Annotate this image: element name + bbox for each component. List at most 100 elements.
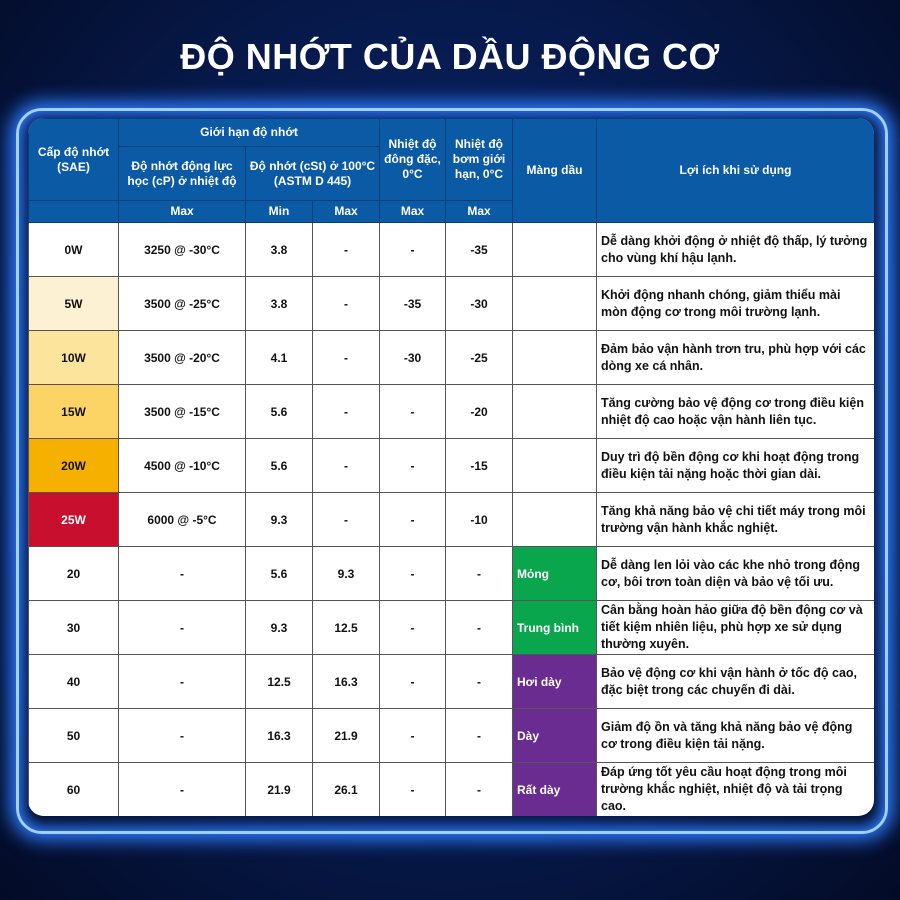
cell-pump: -	[445, 654, 513, 709]
cell-benefit: Cân bằng hoàn hảo giữa độ bền động cơ và…	[596, 600, 874, 655]
cell-film: Mỏng	[512, 546, 597, 601]
cell-max: -	[312, 384, 380, 439]
table-row: 50-16.3 21.9- - Dày Giảm độ ồn và tăng khả n…	[28, 708, 874, 763]
cell-dyn: -	[118, 600, 246, 655]
cell-film	[512, 330, 597, 385]
cell-grade: 5W	[28, 276, 119, 331]
cell-pour: -	[379, 438, 446, 493]
cell-max: -	[312, 330, 380, 385]
cell-pour: -	[379, 600, 446, 655]
cell-dyn: 3500 @ -25°C	[118, 276, 246, 331]
table-row: 60-21.9 26.1- - Rất dày Đáp ứng tốt yêu cầu …	[28, 762, 874, 816]
header-kinematic: Độ nhớt (cSt) ở 100°C (ASTM D 445)	[245, 146, 380, 201]
cell-pour: -30	[379, 330, 446, 385]
header-sub: Max	[445, 200, 513, 223]
table-row: 10W 3500 @ -20°C 4.1- -30 -25 Đảm bảo vận hàn…	[28, 330, 874, 385]
cell-max: 16.3	[312, 654, 380, 709]
cell-pump: -	[445, 600, 513, 655]
cell-max: 9.3	[312, 546, 380, 601]
header-pour-point: Nhiệt độ đông đặc, 0°C	[379, 118, 446, 201]
header-dynamic: Độ nhớt động lực học (cP) ở nhiệt độ	[118, 146, 246, 201]
cell-grade: 40	[28, 654, 119, 709]
cell-min: 5.6	[245, 384, 313, 439]
viscosity-table-panel: Cấp độ nhớt (SAE) Giới hạn độ nhớt Nhiệt…	[28, 118, 874, 816]
cell-dyn: 4500 @ -10°C	[118, 438, 246, 493]
cell-pump: -35	[445, 222, 513, 277]
cell-grade: 60	[28, 762, 119, 816]
cell-grade: 20	[28, 546, 119, 601]
cell-pour: -	[379, 762, 446, 816]
cell-pump: -10	[445, 492, 513, 547]
cell-grade: 0W	[28, 222, 119, 277]
cell-min: 5.6	[245, 546, 313, 601]
cell-grade: 30	[28, 600, 119, 655]
cell-pump: -15	[445, 438, 513, 493]
cell-min: 12.5	[245, 654, 313, 709]
cell-film	[512, 492, 597, 547]
cell-grade: 50	[28, 708, 119, 763]
header-sub	[28, 200, 119, 223]
cell-benefit: Tăng cường bảo vệ động cơ trong điều kiệ…	[596, 384, 874, 439]
cell-grade: 15W	[28, 384, 119, 439]
table-row: 20W 4500 @ -10°C 5.6- - -15 Duy trì độ bền độ…	[28, 438, 874, 493]
cell-pump: -	[445, 546, 513, 601]
cell-film: Rất dày	[512, 762, 597, 816]
cell-benefit: Đảm bảo vận hành trơn tru, phù hợp với c…	[596, 330, 874, 385]
cell-pump: -	[445, 762, 513, 816]
cell-benefit: Duy trì độ bền động cơ khi hoạt động tro…	[596, 438, 874, 493]
cell-pump: -25	[445, 330, 513, 385]
cell-min: 3.8	[245, 222, 313, 277]
cell-max: -	[312, 438, 380, 493]
cell-grade: 25W	[28, 492, 119, 547]
cell-min: 4.1	[245, 330, 313, 385]
glow-frame	[16, 108, 888, 834]
page-title: ĐỘ NHỚT CỦA DẦU ĐỘNG CƠ	[180, 36, 720, 77]
header-sub: Min	[245, 200, 313, 223]
cell-min: 3.8	[245, 276, 313, 331]
cell-pour: -	[379, 222, 446, 277]
cell-dyn: 3500 @ -15°C	[118, 384, 246, 439]
header-sub: Max	[379, 200, 446, 223]
table-row: 25W 6000 @ -5°C 9.3- - -10 Tăng khả năng bảo …	[28, 492, 874, 547]
cell-film	[512, 276, 597, 331]
cell-film: Hơi dày	[512, 654, 597, 709]
cell-film: Trung bình	[512, 600, 597, 655]
cell-dyn: -	[118, 708, 246, 763]
table-row: 20-5.6 9.3- - Mỏng Dễ dàng len lỏi vào các k…	[28, 546, 874, 601]
cell-max: 21.9	[312, 708, 380, 763]
cell-pour: -35	[379, 276, 446, 331]
cell-dyn: -	[118, 762, 246, 816]
header-sub: Max	[312, 200, 380, 223]
cell-dyn: 3250 @ -30°C	[118, 222, 246, 277]
cell-pump: -30	[445, 276, 513, 331]
cell-film: Dày	[512, 708, 597, 763]
cell-pour: -	[379, 708, 446, 763]
cell-max: -	[312, 276, 380, 331]
cell-max: 12.5	[312, 600, 380, 655]
table-row: 15W 3500 @ -15°C 5.6- - -20 Tăng cường bảo vệ…	[28, 384, 874, 439]
cell-pump: -	[445, 708, 513, 763]
cell-benefit: Đáp ứng tốt yêu cầu hoạt động trong môi …	[596, 762, 874, 816]
table-row: 5W 3500 @ -25°C 3.8- -35 -30 Khởi động nhanh …	[28, 276, 874, 331]
cell-benefit: Bảo vệ động cơ khi vận hành ở tốc độ cao…	[596, 654, 874, 709]
header-sub: Max	[118, 200, 246, 223]
cell-min: 9.3	[245, 492, 313, 547]
cell-dyn: 3500 @ -20°C	[118, 330, 246, 385]
header-benefit: Lợi ích khi sử dụng	[596, 118, 874, 223]
header-limits: Giới hạn độ nhớt	[118, 118, 380, 147]
cell-benefit: Tăng khả năng bảo vệ chi tiết máy trong …	[596, 492, 874, 547]
table-row: 40-12.5 16.3- - Hơi dày Bảo vệ động cơ khi v…	[28, 654, 874, 709]
cell-benefit: Dễ dàng khởi động ở nhiệt độ thấp, lý tư…	[596, 222, 874, 277]
header-grade: Cấp độ nhớt (SAE)	[28, 118, 119, 201]
cell-benefit: Dễ dàng len lỏi vào các khe nhỏ trong độ…	[596, 546, 874, 601]
viscosity-table: Cấp độ nhớt (SAE) Giới hạn độ nhớt Nhiệt…	[28, 118, 874, 816]
cell-min: 16.3	[245, 708, 313, 763]
cell-pour: -	[379, 492, 446, 547]
cell-pour: -	[379, 654, 446, 709]
cell-grade: 10W	[28, 330, 119, 385]
cell-film	[512, 438, 597, 493]
cell-pour: -	[379, 546, 446, 601]
cell-dyn: -	[118, 654, 246, 709]
cell-min: 5.6	[245, 438, 313, 493]
cell-benefit: Khởi động nhanh chóng, giảm thiểu mài mò…	[596, 276, 874, 331]
